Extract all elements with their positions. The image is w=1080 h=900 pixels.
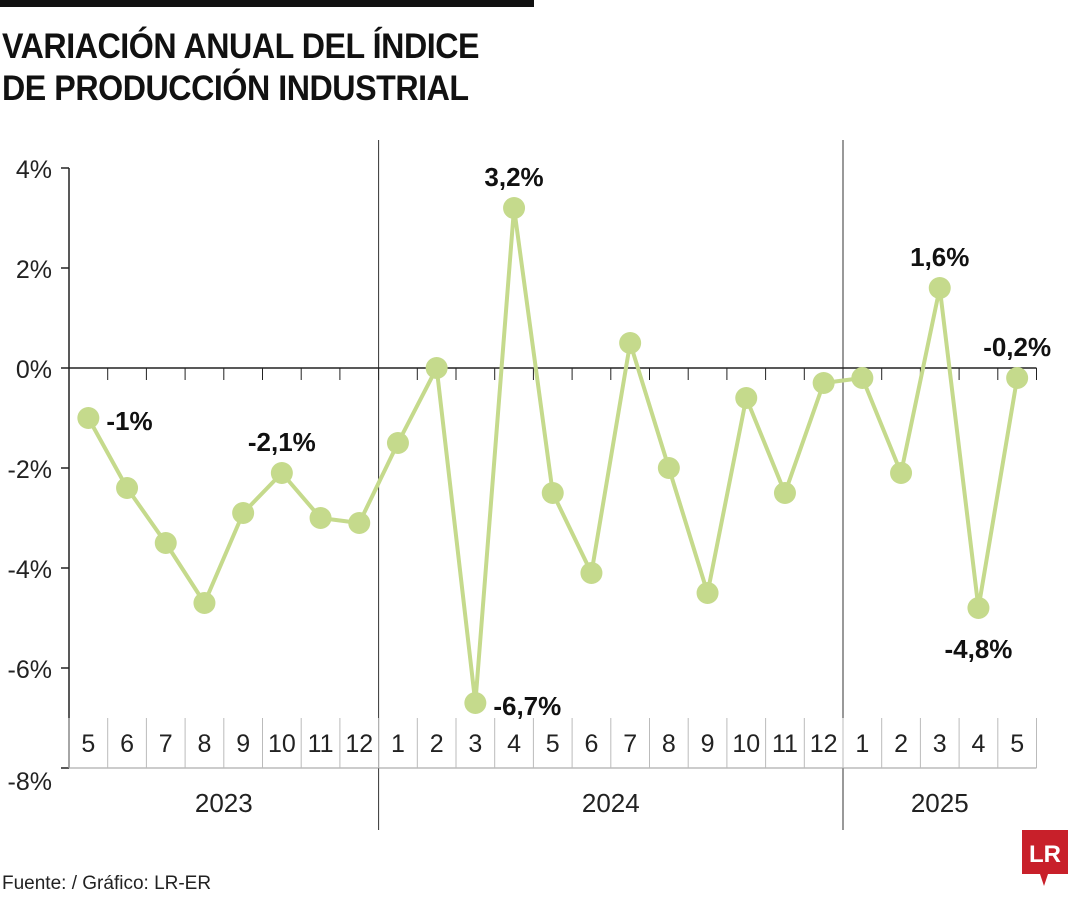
data-label: -6,7% bbox=[493, 691, 561, 721]
data-point bbox=[812, 372, 835, 394]
data-point bbox=[619, 332, 642, 354]
lr-logo: LR bbox=[1022, 830, 1068, 886]
y-tick-label: -4% bbox=[8, 556, 52, 584]
data-point bbox=[657, 457, 680, 479]
chart-title: VARIACIÓN ANUAL DEL ÍNDICE DE PRODUCCIÓN… bbox=[2, 27, 480, 108]
data-label: -0,2% bbox=[983, 332, 1051, 362]
x-tick-label: 10 bbox=[268, 730, 296, 758]
data-point bbox=[503, 197, 526, 219]
svg-text:LR: LR bbox=[1029, 841, 1061, 868]
data-label: -4,8% bbox=[944, 634, 1012, 664]
x-tick-label: 12 bbox=[810, 730, 838, 758]
data-point bbox=[309, 507, 332, 529]
data-label: -1% bbox=[106, 406, 152, 436]
x-tick-label: 4 bbox=[507, 730, 521, 758]
data-point bbox=[77, 407, 100, 429]
x-tick-label: 11 bbox=[772, 730, 798, 758]
data-point bbox=[773, 482, 796, 504]
x-tick-label: 8 bbox=[662, 730, 676, 758]
data-point bbox=[851, 367, 874, 389]
y-tick-label: -6% bbox=[8, 656, 52, 684]
data-point bbox=[154, 532, 177, 554]
x-tick-label: 10 bbox=[732, 730, 760, 758]
data-point bbox=[348, 512, 371, 534]
x-tick-label: 5 bbox=[546, 730, 560, 758]
x-tick-label: 9 bbox=[701, 730, 715, 758]
x-tick-label: 8 bbox=[197, 730, 211, 758]
x-tick-label: 9 bbox=[236, 730, 250, 758]
x-tick-label: 7 bbox=[159, 730, 173, 758]
x-tick-label: 12 bbox=[345, 730, 373, 758]
x-tick-label: 11 bbox=[308, 730, 334, 758]
data-label: 3,2% bbox=[484, 162, 543, 192]
y-tick-label: 4% bbox=[16, 156, 52, 184]
data-point bbox=[270, 462, 293, 484]
x-tick-label: 2 bbox=[430, 730, 444, 758]
data-point bbox=[541, 482, 564, 504]
data-point bbox=[928, 277, 951, 299]
year-label: 2023 bbox=[195, 788, 253, 818]
series-line bbox=[86, 206, 1020, 705]
y-tick-label: -8% bbox=[8, 768, 52, 796]
x-tick-label: 6 bbox=[584, 730, 598, 758]
data-point bbox=[464, 692, 487, 714]
data-point bbox=[425, 357, 448, 379]
x-tick-label: 2 bbox=[894, 730, 908, 758]
x-tick-label: 3 bbox=[933, 730, 947, 758]
data-point bbox=[116, 477, 139, 499]
data-point bbox=[232, 502, 255, 524]
data-point bbox=[193, 592, 216, 614]
y-tick-label: 0% bbox=[16, 356, 52, 384]
x-tick-label: 7 bbox=[623, 730, 637, 758]
top-bar bbox=[0, 0, 534, 7]
x-tick-label: 1 bbox=[391, 730, 405, 758]
year-label: 2025 bbox=[911, 788, 969, 818]
data-point bbox=[890, 462, 913, 484]
data-label: 1,6% bbox=[910, 242, 969, 272]
data-point bbox=[386, 432, 409, 454]
x-tick-label: 3 bbox=[468, 730, 482, 758]
year-label: 2024 bbox=[582, 788, 640, 818]
x-tick-label: 5 bbox=[1010, 730, 1024, 758]
data-point bbox=[580, 562, 603, 584]
data-point bbox=[967, 597, 990, 619]
data-point bbox=[735, 387, 758, 409]
x-tick-label: 6 bbox=[120, 730, 134, 758]
x-tick-label: 1 bbox=[855, 730, 869, 758]
x-tick-label: 5 bbox=[81, 730, 95, 758]
source-note: Fuente: / Gráfico: LR-ER bbox=[2, 873, 212, 894]
y-tick-label: -2% bbox=[8, 456, 52, 484]
y-tick-label: 2% bbox=[16, 256, 52, 284]
x-tick-label: 4 bbox=[971, 730, 985, 758]
data-label: -2,1% bbox=[248, 427, 316, 457]
data-point bbox=[1006, 367, 1029, 389]
data-point bbox=[696, 582, 719, 604]
